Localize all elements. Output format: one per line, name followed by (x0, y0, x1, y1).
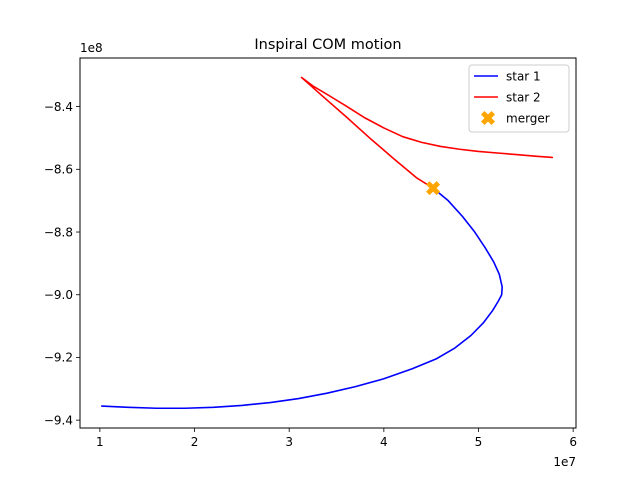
x-tick-label: 5 (475, 435, 483, 449)
marker-merger (426, 181, 441, 196)
legend-label-merger: merger (506, 112, 550, 126)
marker-layer (426, 181, 441, 196)
y-offset-label: 1e8 (80, 41, 103, 55)
y-tick-label: −8.6 (44, 163, 73, 177)
x-tick-label: 6 (569, 435, 577, 449)
chart-title: Inspiral COM motion (254, 37, 401, 53)
y-tick-label: −9.2 (44, 351, 73, 365)
x-tick-label: 4 (380, 435, 388, 449)
x-tick-label: 1 (96, 435, 104, 449)
plot-area (79, 57, 577, 429)
plot-frame (79, 57, 577, 429)
y-tick-label: −8.4 (44, 100, 73, 114)
y-axis: −9.4 −9.2 −9.0 −8.8 −8.6 −8.4 (44, 100, 80, 427)
y-tick-label: −9.0 (44, 288, 73, 302)
legend-marker-merger (481, 111, 495, 125)
series-layer (100, 76, 554, 410)
x-offset-label: 1e7 (553, 455, 576, 469)
legend-label-star-1: star 1 (506, 70, 541, 84)
x-axis: 1 2 3 4 5 6 (96, 428, 577, 449)
x-tick-label: 3 (285, 435, 293, 449)
series-line-star-2 (300, 76, 554, 189)
y-tick-label: −8.8 (44, 225, 73, 239)
legend-label-star-2: star 2 (506, 91, 541, 105)
y-tick-label: −9.4 (44, 413, 73, 427)
legend: star 1 star 2 merger (468, 64, 570, 133)
x-tick-label: 2 (191, 435, 199, 449)
series-line-star-1 (100, 187, 503, 410)
